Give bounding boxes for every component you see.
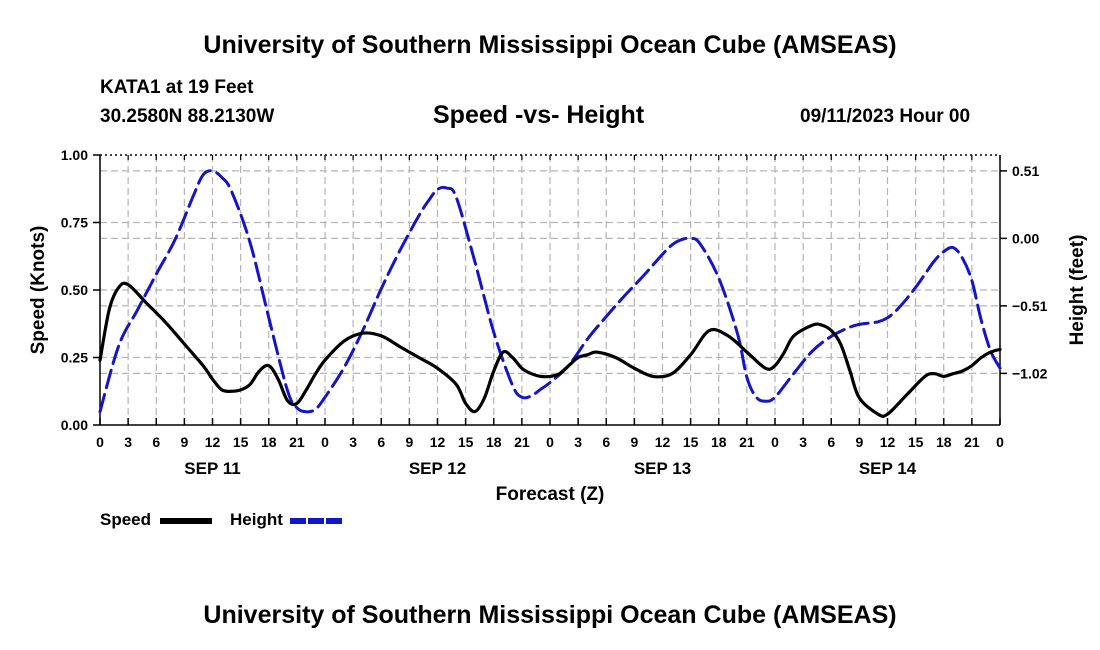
x-tick-label: 18 <box>936 434 952 450</box>
y2-tick-label: 0.51 <box>1012 163 1039 179</box>
legend-speed-swatch <box>160 518 212 524</box>
x-tick-label: 3 <box>799 434 807 450</box>
x-tick-label: 0 <box>996 434 1004 450</box>
footer-title: University of Southern Mississippi Ocean… <box>203 601 897 629</box>
x-tick-label: 0 <box>546 434 554 450</box>
x-tick-label: 21 <box>964 434 980 450</box>
x-tick-label: 12 <box>430 434 446 450</box>
station-coordinates: 30.2580N 88.2130W <box>100 106 275 127</box>
x-tick-label: 12 <box>205 434 221 450</box>
y-axis-title: Speed (Knots) <box>28 226 49 355</box>
chart-canvas: 0 3 6 9 12 15 18 21 0 3 6 9 12 15 18 21 0 3 6 9 12 15 18 21 0 3 6 9… <box>28 147 1088 505</box>
x-tick-label: 18 <box>711 434 727 450</box>
x-tick-label: 12 <box>655 434 671 450</box>
day-label: SEP 13 <box>634 459 691 478</box>
axes <box>93 154 1007 426</box>
forecast-datetime: 09/11/2023 Hour 00 <box>800 106 971 127</box>
legend-height-label: Height <box>230 510 283 529</box>
y2-axis-title: Height (feet) <box>1067 235 1088 346</box>
day-label: SEP 14 <box>859 459 917 478</box>
x-axis-title: Forecast (Z) <box>496 484 605 505</box>
x-tick-label: 15 <box>233 434 249 450</box>
x-tick-label: 3 <box>574 434 582 450</box>
x-tick-label: 15 <box>908 434 924 450</box>
x-tick-label: 0 <box>771 434 779 450</box>
x-tick-label: 21 <box>514 434 530 450</box>
y2-tick-label: 0.00 <box>1012 230 1039 246</box>
x-tick-label: 6 <box>602 434 610 450</box>
station-name: KATA1 at 19 Feet <box>100 77 254 98</box>
y-tick-label: 0.50 <box>61 282 88 298</box>
legend-height-swatch <box>290 518 342 524</box>
x-tick-label: 9 <box>180 434 188 450</box>
x-tick-label: 15 <box>683 434 699 450</box>
height-series-line <box>98 169 1002 414</box>
x-tick-label: 9 <box>855 434 863 450</box>
chart-title: Speed -vs- Height <box>433 101 645 129</box>
x-tick-label: 3 <box>349 434 357 450</box>
tick-labels: 0 3 6 9 12 15 18 21 0 3 6 9 12 15 18 21 0 3 6 9 12 15 18 21 0 3 6 9… <box>28 147 1088 505</box>
main-title: University of Southern Mississippi Ocean… <box>203 31 897 59</box>
x-tick-label: 18 <box>261 434 277 450</box>
x-tick-label: 6 <box>152 434 160 450</box>
y-tick-label: 0.75 <box>61 215 88 231</box>
legend-speed-label: Speed <box>100 510 152 529</box>
x-tick-label: 12 <box>880 434 896 450</box>
x-tick-label: 6 <box>377 434 385 450</box>
y2-tick-label: −0.51 <box>1012 298 1048 314</box>
speed-series-line <box>98 281 1002 418</box>
series-lines <box>98 169 1002 418</box>
x-tick-label: 0 <box>96 434 104 450</box>
y-tick-label: 0.00 <box>61 417 88 433</box>
grid <box>100 155 1000 425</box>
x-tick-label: 6 <box>827 434 835 450</box>
y-tick-label: 1.00 <box>61 147 88 163</box>
x-tick-label: 21 <box>739 434 755 450</box>
x-tick-label: 15 <box>458 434 474 450</box>
y2-tick-label: −1.02 <box>1012 365 1048 381</box>
x-tick-label: 9 <box>405 434 413 450</box>
day-label: SEP 11 <box>184 459 240 478</box>
x-tick-label: 21 <box>289 434 305 450</box>
x-tick-label: 3 <box>124 434 132 450</box>
x-tick-label: 9 <box>630 434 638 450</box>
x-tick-label: 18 <box>486 434 502 450</box>
y-tick-label: 0.25 <box>61 350 88 366</box>
day-label: SEP 12 <box>409 459 466 478</box>
x-tick-label: 0 <box>321 434 329 450</box>
